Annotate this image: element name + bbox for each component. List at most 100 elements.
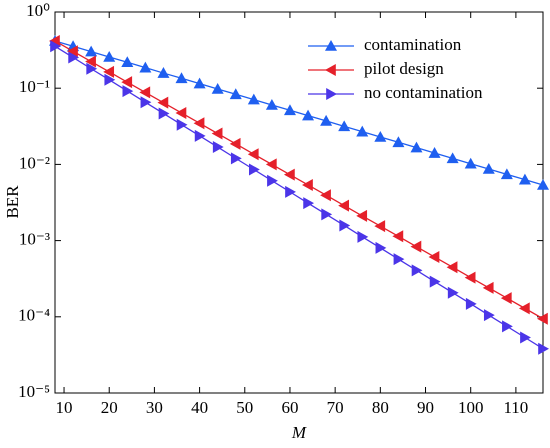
data-point — [86, 62, 98, 75]
data-point — [356, 125, 369, 137]
data-point — [67, 45, 78, 58]
data-point — [121, 56, 134, 68]
data-point — [518, 302, 530, 315]
data-point — [447, 286, 459, 299]
data-point — [410, 141, 423, 153]
data-point — [103, 50, 116, 62]
data-point — [229, 137, 241, 150]
y-tick-label: 10⁻³ — [19, 230, 50, 249]
data-point — [247, 148, 259, 161]
data-point — [482, 281, 494, 294]
data-point — [482, 162, 495, 174]
data-point — [85, 45, 98, 57]
data-point — [139, 86, 151, 99]
data-point — [85, 55, 96, 68]
data-point — [68, 51, 80, 64]
data-point — [50, 40, 61, 53]
data-point — [247, 93, 260, 105]
data-point — [537, 178, 549, 190]
data-point — [500, 292, 512, 305]
data-point — [321, 208, 333, 221]
x-tick-label: 110 — [503, 398, 528, 417]
data-point — [302, 109, 315, 121]
data-point — [211, 127, 223, 140]
data-point — [446, 152, 459, 164]
data-point — [410, 240, 422, 253]
data-point — [139, 61, 152, 73]
data-point — [157, 67, 170, 78]
data-point — [446, 261, 458, 274]
data-point — [320, 189, 331, 202]
data-point — [320, 114, 333, 126]
data-point — [483, 309, 495, 322]
data-point — [537, 312, 548, 325]
x-tick-label: 30 — [146, 398, 163, 417]
data-point — [411, 264, 423, 277]
data-point — [176, 118, 188, 131]
data-point — [193, 117, 205, 130]
plot-frame — [54, 11, 544, 394]
data-point — [122, 85, 134, 98]
data-point — [429, 275, 441, 288]
x-tick-label: 100 — [458, 398, 484, 417]
legend-label: contamination — [364, 35, 462, 54]
data-point — [49, 34, 60, 47]
data-point — [230, 152, 242, 165]
data-point — [193, 77, 206, 89]
data-point — [428, 250, 440, 263]
data-point — [393, 253, 405, 266]
data-point — [502, 320, 513, 333]
y-axis-label: BER — [3, 185, 22, 219]
x-tick-label: 10 — [56, 398, 73, 417]
data-point — [357, 230, 369, 243]
y-tick-label: 10⁻¹ — [19, 77, 50, 96]
data-point — [212, 141, 224, 154]
x-tick-label: 20 — [101, 398, 118, 417]
x-axis-label: M — [291, 423, 307, 442]
legend-label: pilot design — [364, 59, 444, 78]
data-point — [338, 199, 349, 212]
legend-marker — [325, 64, 336, 76]
data-point — [285, 185, 296, 198]
data-point — [194, 129, 206, 142]
data-point — [265, 158, 277, 171]
data-point — [104, 73, 116, 86]
data-point — [374, 220, 386, 233]
legend-marker — [326, 88, 337, 100]
data-point — [249, 163, 260, 176]
data-point — [500, 168, 513, 180]
data-point — [175, 72, 188, 84]
data-point — [428, 147, 441, 158]
y-tick-label: 10⁻² — [19, 153, 50, 172]
data-point — [392, 230, 404, 243]
x-tick-label: 50 — [236, 398, 253, 417]
data-point — [103, 65, 115, 78]
legend-marker — [325, 40, 337, 51]
data-point — [375, 241, 387, 254]
data-point — [464, 271, 476, 284]
x-tick-label: 90 — [417, 398, 434, 417]
data-point — [518, 173, 531, 185]
data-point — [175, 106, 187, 119]
data-point — [158, 107, 170, 120]
x-tick-label: 80 — [372, 398, 389, 417]
data-point — [338, 120, 351, 132]
series-line — [54, 40, 544, 320]
x-tick-label: 60 — [281, 398, 298, 417]
data-point — [356, 209, 368, 222]
data-point — [465, 297, 477, 310]
data-point — [520, 331, 531, 344]
data-point — [339, 219, 351, 232]
data-point — [283, 168, 295, 181]
data-point — [267, 174, 278, 187]
data-point — [211, 82, 224, 94]
x-tick-label: 40 — [191, 398, 208, 417]
x-tick-label: 70 — [327, 398, 344, 417]
series-line — [54, 40, 544, 186]
data-point — [121, 76, 133, 89]
data-point — [303, 197, 315, 210]
y-tick-label: 10⁻⁵ — [18, 382, 50, 401]
data-point — [229, 88, 242, 100]
data-point — [283, 104, 296, 116]
